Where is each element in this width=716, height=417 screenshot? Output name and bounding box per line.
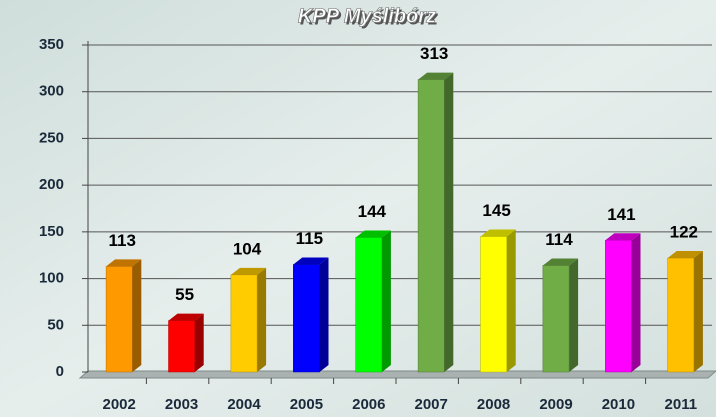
x-tick-label: 2011	[665, 396, 698, 413]
bar-top	[480, 229, 516, 237]
y-tick-label: 300	[39, 83, 64, 100]
bar	[105, 266, 133, 373]
data-label: 145	[482, 201, 510, 220]
data-label: 115	[296, 229, 323, 248]
bar-side	[132, 259, 142, 372]
data-label: 313	[420, 44, 448, 63]
bar-top	[230, 267, 267, 275]
bar	[355, 237, 383, 373]
floor	[78, 370, 716, 379]
bar-top	[355, 230, 391, 238]
data-label: 113	[108, 231, 135, 250]
bar-top	[106, 259, 142, 267]
y-tick-label: 0	[56, 363, 64, 380]
data-label: 104	[233, 239, 262, 258]
bar-top	[667, 251, 703, 259]
bar-top	[605, 233, 641, 241]
title-shadow: KPP Myślibórz	[300, 7, 438, 29]
x-tick-label: 2006	[352, 396, 385, 413]
bar	[480, 236, 507, 373]
bar-side	[257, 267, 267, 372]
bar	[542, 265, 570, 373]
y-tick-label: 50	[47, 316, 64, 333]
bar	[605, 240, 632, 373]
x-tick-label: 2005	[290, 396, 323, 413]
chart-title: KPP Myślibórz	[298, 5, 436, 27]
y-tick-label: 150	[39, 223, 64, 240]
x-tick-label: 2003	[165, 396, 198, 413]
bar-side	[569, 258, 579, 372]
bar-side	[319, 257, 329, 372]
bar	[230, 274, 258, 373]
y-tick-label: 200	[39, 176, 64, 193]
data-label: 122	[670, 223, 698, 242]
x-tick-label: 2010	[602, 396, 635, 413]
x-tick-label: 2007	[415, 396, 448, 413]
data-label: 55	[175, 285, 194, 304]
bar-side	[381, 230, 391, 372]
x-tick-label: 2008	[477, 396, 510, 413]
bar-top	[293, 257, 329, 265]
data-label: 144	[358, 202, 387, 221]
bar	[667, 257, 695, 373]
y-tick-label: 250	[39, 129, 64, 146]
bar-side	[693, 251, 703, 372]
x-tick-label: 2004	[227, 396, 261, 413]
bar-side	[444, 72, 454, 372]
data-label: 114	[545, 230, 573, 249]
bar	[293, 264, 320, 373]
bar-top	[418, 72, 454, 80]
x-tick-label: 2009	[539, 396, 572, 413]
bar	[417, 79, 445, 373]
bar-side	[194, 313, 204, 372]
bar-side	[631, 233, 641, 372]
bar-side	[506, 229, 516, 372]
bar	[168, 320, 195, 373]
bar-top	[542, 258, 579, 266]
bar-top	[168, 313, 204, 321]
data-label: 141	[607, 205, 635, 224]
y-tick-label: 350	[39, 36, 64, 53]
x-tick-label: 2002	[103, 396, 136, 413]
y-tick-label: 100	[39, 270, 64, 287]
